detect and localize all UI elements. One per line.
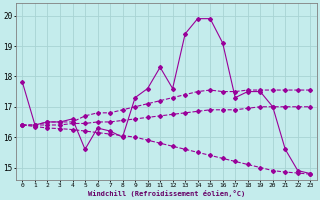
X-axis label: Windchill (Refroidissement éolien,°C): Windchill (Refroidissement éolien,°C)	[88, 190, 245, 197]
